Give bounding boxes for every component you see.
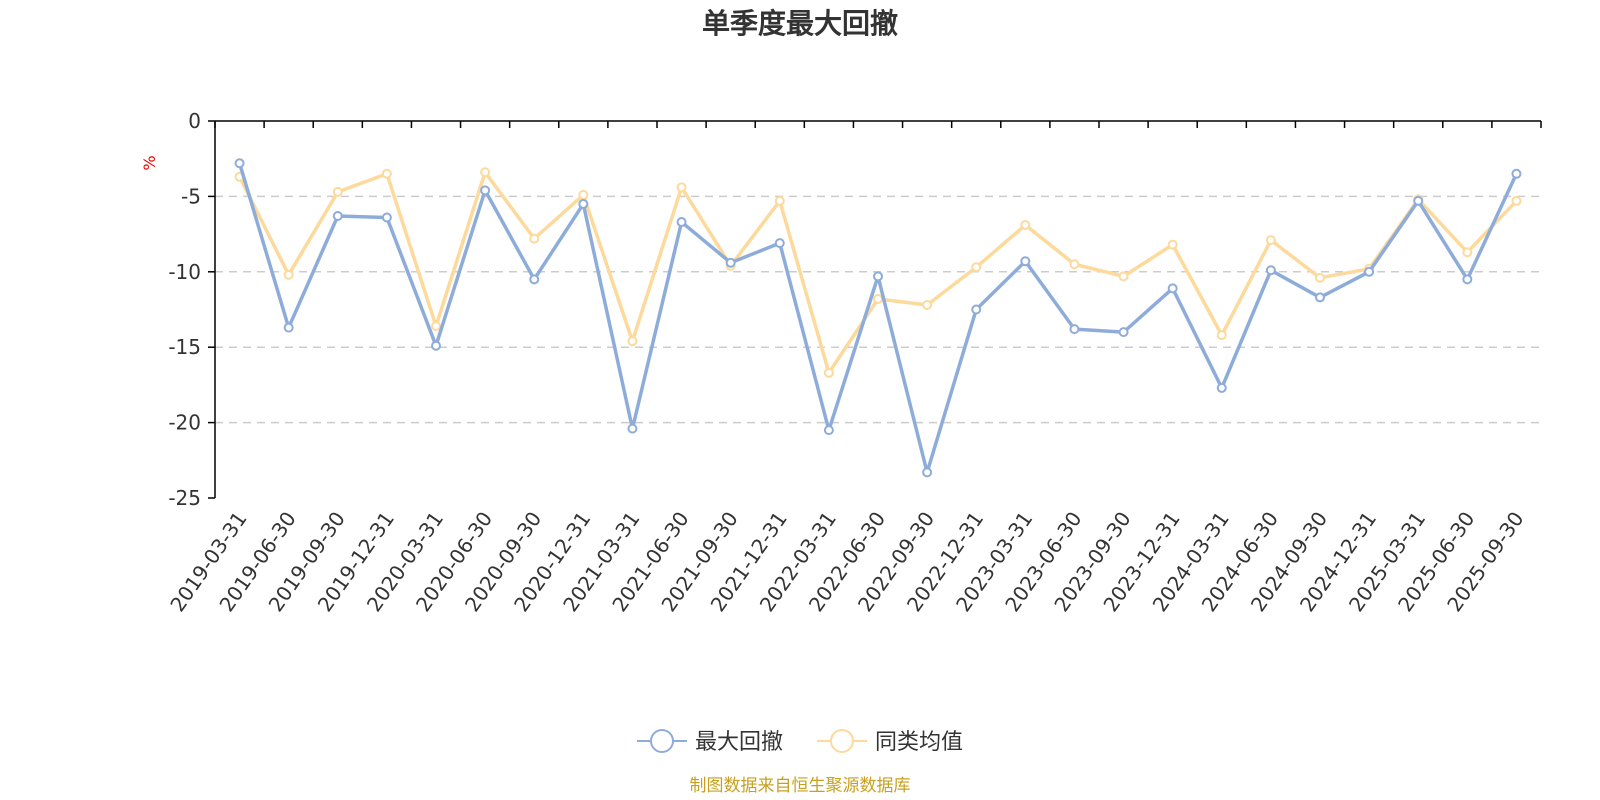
- data-point[interactable]: [1216, 382, 1227, 393]
- y-tick-label: -10: [168, 260, 201, 284]
- legend[interactable]: 最大回撤 同类均值: [637, 729, 963, 755]
- chart-title: 单季度最大回撤: [702, 7, 898, 40]
- data-point[interactable]: [676, 182, 687, 193]
- data-point[interactable]: [529, 233, 540, 244]
- data-point[interactable]: [1413, 195, 1424, 206]
- legend-label: 同类均值: [875, 730, 963, 755]
- data-point[interactable]: [1462, 274, 1473, 285]
- axes: 0-5-10-15-20-252019-03-312019-06-302019-…: [165, 109, 1542, 616]
- data-point[interactable]: [1216, 330, 1227, 341]
- data-point[interactable]: [381, 212, 392, 223]
- legend-item[interactable]: 同类均值: [817, 729, 963, 755]
- data-point[interactable]: [1118, 271, 1129, 282]
- data-point[interactable]: [1315, 272, 1325, 283]
- data-point[interactable]: [1265, 235, 1276, 246]
- data-point[interactable]: [431, 340, 441, 351]
- legend-item[interactable]: 最大回撤: [637, 729, 783, 755]
- y-tick-label: -25: [168, 486, 201, 510]
- data-point[interactable]: [381, 168, 392, 179]
- data-point[interactable]: [1167, 283, 1178, 294]
- grid-lines: [215, 195, 1541, 424]
- data-point[interactable]: [529, 274, 540, 285]
- data-point[interactable]: [332, 186, 343, 197]
- data-point[interactable]: [1069, 324, 1080, 335]
- data-point[interactable]: [1462, 247, 1473, 258]
- series-0: [234, 158, 1522, 478]
- data-point[interactable]: [627, 423, 638, 434]
- data-point[interactable]: [234, 158, 245, 169]
- series-line: [237, 162, 1519, 475]
- data-point[interactable]: [676, 217, 687, 228]
- data-point[interactable]: [480, 167, 491, 178]
- data-point[interactable]: [1511, 195, 1522, 206]
- series-layer: [234, 158, 1522, 478]
- y-tick-label: -5: [181, 184, 201, 208]
- data-point[interactable]: [1167, 239, 1178, 250]
- data-point[interactable]: [774, 195, 785, 206]
- data-point[interactable]: [332, 211, 343, 222]
- data-point[interactable]: [627, 336, 638, 347]
- data-point[interactable]: [1315, 292, 1325, 303]
- data-point[interactable]: [971, 262, 982, 273]
- data-point[interactable]: [922, 467, 933, 478]
- series-1: [234, 167, 1522, 378]
- legend-marker: [650, 729, 674, 753]
- data-point[interactable]: [1511, 168, 1522, 179]
- data-point[interactable]: [823, 425, 834, 436]
- data-point[interactable]: [922, 299, 933, 310]
- y-tick-label: -20: [168, 411, 201, 435]
- data-point[interactable]: [873, 271, 883, 282]
- source-note: 制图数据来自恒生聚源数据库: [690, 776, 911, 796]
- y-axis-unit-label: %: [140, 155, 159, 170]
- data-point[interactable]: [578, 198, 589, 209]
- data-point[interactable]: [1118, 327, 1129, 338]
- data-point[interactable]: [774, 238, 785, 249]
- data-point[interactable]: [431, 321, 441, 332]
- y-tick-label: 0: [188, 109, 201, 133]
- data-point[interactable]: [283, 269, 294, 280]
- data-point[interactable]: [823, 367, 834, 378]
- data-point[interactable]: [725, 257, 736, 268]
- legend-label: 最大回撤: [695, 730, 783, 755]
- data-point[interactable]: [1265, 265, 1276, 276]
- legend-marker: [830, 729, 854, 753]
- data-point[interactable]: [283, 322, 294, 333]
- data-point[interactable]: [480, 185, 491, 196]
- data-point[interactable]: [873, 293, 883, 304]
- data-point[interactable]: [1020, 220, 1031, 231]
- y-tick-label: -15: [168, 335, 201, 359]
- data-point[interactable]: [1364, 266, 1375, 277]
- data-point[interactable]: [1020, 256, 1031, 267]
- data-point[interactable]: [578, 189, 589, 200]
- data-point[interactable]: [971, 304, 982, 315]
- data-point[interactable]: [1069, 259, 1080, 270]
